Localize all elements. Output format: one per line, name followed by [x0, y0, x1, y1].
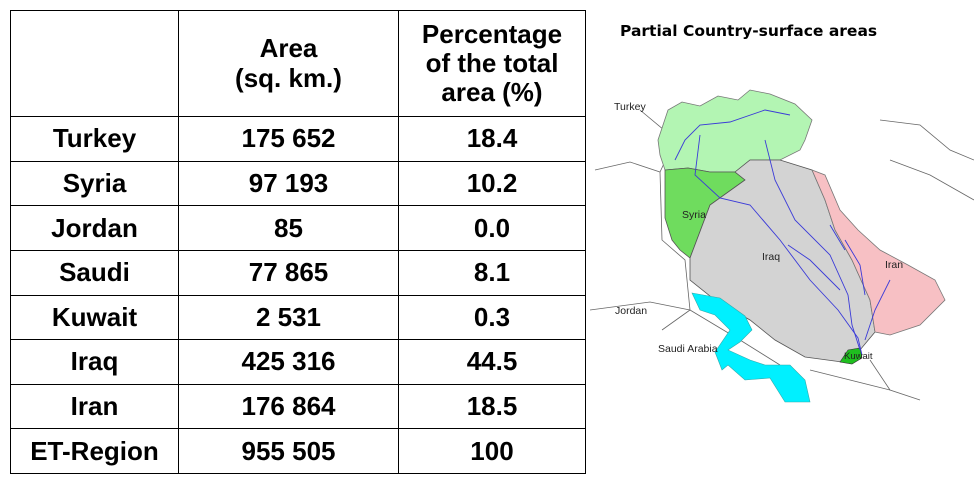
map-label-iran: Iran	[885, 259, 903, 271]
table-row: Jordan 85 0.0	[10, 205, 586, 251]
region-map: Turkey Syria Iraq Iran Jordan Saudi Arab…	[590, 89, 974, 403]
country-area: 175 652	[178, 116, 399, 162]
country-name: Saudi	[10, 249, 179, 296]
map-label-kuwait: Kuwait	[844, 351, 873, 362]
country-percent: 0.3	[398, 294, 586, 341]
country-name: Jordan	[10, 205, 179, 251]
country-percent: 100	[398, 428, 586, 474]
table-row: Kuwait 2 531 0.3	[10, 294, 586, 341]
header-percentage: Percentage of the total area (%)	[398, 10, 586, 117]
country-area: 85	[178, 205, 399, 251]
country-percent: 18.5	[398, 383, 586, 430]
country-area-table: Area (sq. km.) Percentage of the total a…	[10, 10, 586, 474]
country-name: Syria	[10, 160, 179, 207]
header-empty-cell	[10, 10, 179, 117]
table-header-row: Area (sq. km.) Percentage of the total a…	[10, 10, 586, 117]
country-name: Iraq	[10, 339, 179, 385]
region-iran	[811, 169, 946, 336]
country-percent: 8.1	[398, 249, 586, 296]
country-percent: 10.2	[398, 160, 586, 207]
country-area: 176 864	[178, 383, 399, 430]
region-turkey	[657, 89, 813, 173]
country-name: Kuwait	[10, 294, 179, 341]
map-label-saudi: Saudi Arabia	[658, 343, 718, 355]
country-percent: 44.5	[398, 339, 586, 385]
map-title: Partial Country-surface areas	[620, 22, 878, 40]
table-row: Iran 176 864 18.5	[10, 383, 586, 430]
country-name: Iran	[10, 383, 179, 430]
country-percent: 18.4	[398, 116, 586, 162]
country-area: 2 531	[178, 294, 399, 341]
country-name: ET-Region	[10, 428, 179, 474]
rivers	[674, 109, 891, 356]
region-kuwait	[839, 347, 863, 365]
country-name: Turkey	[10, 116, 179, 162]
table-row-total: ET-Region 955 505 100	[10, 428, 586, 474]
table-row: Turkey 175 652 18.4	[10, 116, 586, 162]
header-area: Area (sq. km.)	[178, 10, 399, 117]
map-label-iraq: Iraq	[762, 251, 780, 263]
map-label-jordan: Jordan	[615, 305, 647, 317]
table-row: Syria 97 193 10.2	[10, 160, 586, 207]
country-area: 77 865	[178, 249, 399, 296]
country-area: 425 316	[178, 339, 399, 385]
region-saudi	[691, 292, 811, 403]
background-borders	[590, 109, 974, 401]
country-area: 97 193	[178, 160, 399, 207]
map-label-turkey: Turkey	[614, 101, 646, 113]
country-area: 955 505	[178, 428, 399, 474]
table-row: Iraq 425 316 44.5	[10, 339, 586, 385]
table-row: Saudi 77 865 8.1	[10, 249, 586, 296]
country-percent: 0.0	[398, 205, 586, 251]
map-label-syria: Syria	[682, 209, 706, 221]
